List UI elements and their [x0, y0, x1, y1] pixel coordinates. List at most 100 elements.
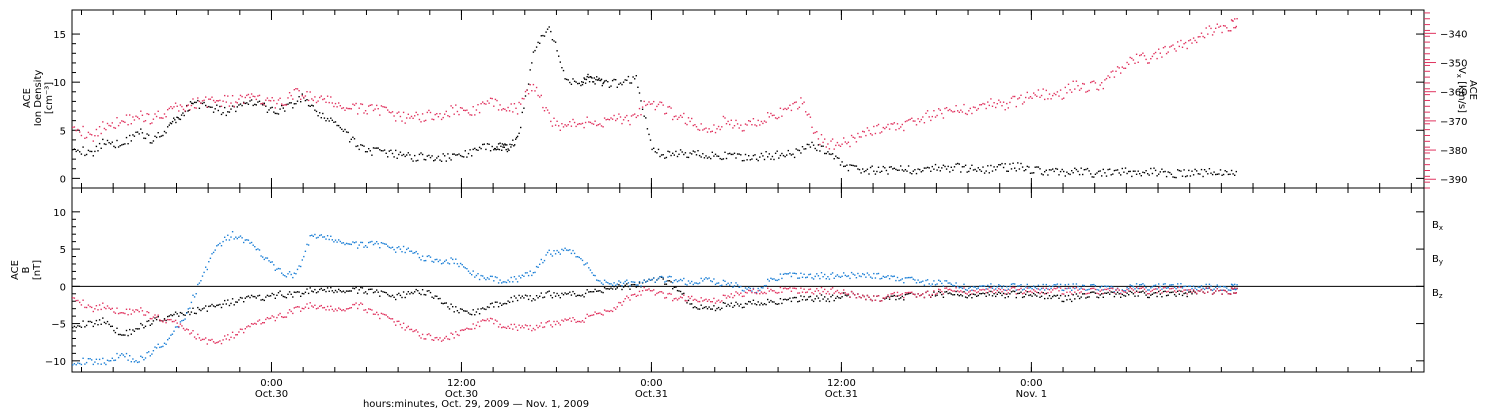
x-tick-label-date: Oct.31	[825, 389, 858, 400]
top-series-1-point	[238, 98, 240, 100]
bottom-series-1-point	[597, 279, 599, 282]
top-series-1-point	[300, 98, 302, 100]
top-series-0-point	[833, 158, 835, 160]
top-series-1-point	[352, 103, 354, 105]
top-series-1-point	[111, 122, 113, 124]
top-series-0-point	[569, 81, 571, 84]
bottom-series-2-point	[368, 308, 370, 310]
top-series-0-point	[434, 159, 436, 161]
top-series-1-point	[420, 121, 422, 123]
bottom-series-0-point	[496, 301, 498, 303]
top-series-0-point	[339, 126, 341, 129]
bottom-series-1-point	[896, 276, 899, 279]
bottom-series-2-point	[603, 309, 606, 311]
bottom-series-1-point	[347, 243, 349, 245]
top-series-1-point	[1088, 89, 1090, 92]
bottom-series-2-point	[345, 308, 348, 310]
bottom-series-2-point	[224, 335, 226, 337]
bottom-series-0-point	[784, 298, 786, 300]
bottom-series-1-point	[888, 278, 891, 280]
top-series-0-point	[225, 114, 227, 117]
bottom-series-0-point	[110, 325, 112, 328]
bottom-series-1-point	[463, 266, 465, 268]
bottom-series-0-point	[687, 299, 690, 302]
top-series-0-point	[907, 165, 910, 167]
bottom-series-0-point	[964, 296, 967, 298]
bottom-series-1-point	[971, 289, 973, 291]
top-series-1-point	[421, 113, 424, 115]
bottom-series-2-point	[1128, 290, 1130, 292]
top-series-0-point	[414, 154, 416, 157]
bottom-series-0-point	[216, 304, 218, 307]
bottom-series-2-point	[1158, 287, 1160, 289]
bottom-series-0-point	[513, 295, 516, 297]
bottom-series-1-point	[836, 274, 839, 276]
top-series-1-point	[1216, 23, 1218, 25]
bottom-series-1-point	[958, 287, 960, 289]
bottom-series-0-point	[762, 304, 764, 306]
top-series-1-point	[1066, 92, 1068, 94]
bottom-series-0-point	[828, 300, 831, 303]
top-series-0-point	[618, 83, 620, 85]
top-series-0-point	[466, 156, 468, 158]
top-series-0-point	[738, 153, 740, 155]
bottom-series-0-point	[672, 288, 674, 290]
bottom-series-2-point	[725, 297, 728, 299]
bottom-series-2-point	[304, 306, 307, 308]
bottom-series-2-point	[808, 288, 810, 291]
bottom-series-1-point	[132, 358, 134, 360]
bottom-series-1-point	[425, 259, 427, 262]
bottom-series-2-point	[554, 323, 557, 326]
top-series-1-point	[1074, 88, 1076, 90]
bottom-series-0-point	[428, 290, 430, 292]
bottom-series-0-point	[103, 321, 106, 324]
bottom-series-0-point	[1075, 293, 1078, 295]
bottom-series-2-point	[73, 297, 76, 299]
bottom-series-2-point	[281, 316, 283, 318]
top-series-0-point	[89, 150, 91, 153]
bottom-series-1-point	[1072, 283, 1074, 285]
top-series-1-point	[491, 97, 493, 100]
bottom-series-1-point	[1221, 289, 1223, 291]
bottom-series-1-point	[567, 249, 569, 252]
top-series-0-point	[684, 152, 687, 154]
bottom-series-1-point	[361, 241, 364, 244]
bottom-series-2-point	[293, 307, 295, 309]
bottom-series-2-point	[635, 295, 637, 297]
bottom-series-0-point	[494, 301, 497, 303]
top-series-0-point	[94, 150, 96, 153]
bottom-series-1-point	[843, 272, 845, 274]
top-series-1-point	[72, 126, 74, 129]
top-series-1-point	[1148, 62, 1150, 64]
bottom-series-1-point	[1077, 285, 1079, 288]
bottom-series-0-point	[689, 303, 691, 305]
top-series-1-point	[471, 114, 473, 116]
bottom-series-2-point	[171, 320, 174, 323]
bottom-series-1-point	[660, 275, 663, 278]
top-series-1-point	[744, 123, 747, 125]
top-series-0-point	[801, 146, 804, 148]
top-series-0-point	[580, 84, 582, 87]
bottom-series-1-point	[586, 262, 588, 264]
top-series-0-point	[187, 110, 189, 112]
top-series-0-point	[587, 73, 589, 76]
top-series-1-point	[129, 114, 131, 116]
bottom-series-1-point	[551, 255, 554, 257]
top-series-1-point	[314, 96, 316, 98]
bottom-series-1-point	[936, 283, 938, 285]
top-series-0-point	[518, 132, 520, 134]
bottom-series-2-point	[953, 290, 956, 292]
top-series-1-point	[694, 124, 696, 126]
top-series-1-point	[607, 118, 609, 120]
top-series-1-point	[383, 106, 386, 108]
top-series-0-point	[314, 109, 316, 111]
bottom-series-2-point	[961, 291, 964, 293]
top-series-1-point	[361, 103, 364, 106]
bottom-series-1-point	[173, 330, 175, 332]
bottom-series-0-point	[409, 293, 411, 295]
bottom-series-1-point	[224, 236, 226, 238]
top-series-0-point	[998, 164, 1000, 166]
bottom-series-1-point	[795, 273, 797, 275]
bottom-series-1-point	[431, 260, 433, 263]
top-y2tick-label: −340	[1440, 29, 1467, 40]
